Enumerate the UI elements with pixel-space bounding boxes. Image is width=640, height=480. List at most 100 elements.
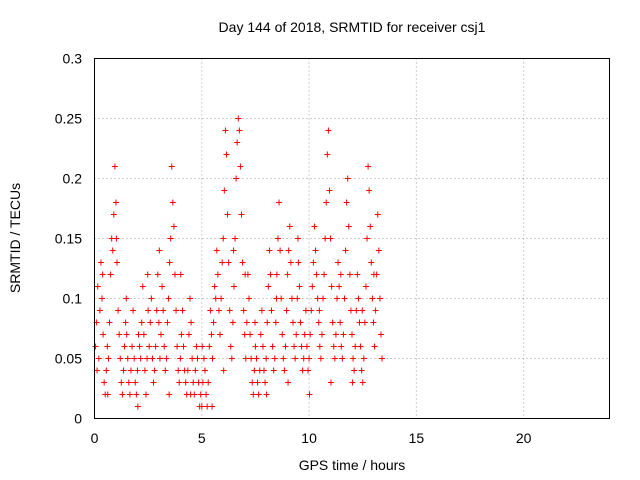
data-point [368, 259, 375, 266]
data-point [310, 259, 317, 266]
data-point [338, 343, 345, 350]
data-point [359, 307, 366, 314]
data-point [333, 295, 340, 302]
data-point [267, 271, 274, 278]
data-point [178, 331, 185, 338]
data-point [238, 211, 245, 218]
data-point [165, 295, 172, 302]
data-point [287, 259, 294, 266]
data-point [168, 163, 175, 170]
data-point [118, 379, 125, 386]
data-point [186, 295, 193, 302]
data-point [357, 343, 364, 350]
data-point [251, 367, 258, 374]
data-point [147, 319, 154, 326]
data-point [194, 355, 201, 362]
data-point [92, 343, 99, 350]
data-point [297, 319, 304, 326]
data-point [302, 307, 309, 314]
y-tick-label: 0.25 [55, 111, 82, 127]
data-point [246, 295, 252, 302]
data-point [359, 379, 366, 386]
data-point [285, 379, 292, 386]
data-point [372, 307, 379, 314]
data-point [352, 343, 359, 350]
data-point [185, 331, 192, 338]
data-point [345, 223, 352, 230]
data-point [308, 307, 315, 314]
data-point [104, 391, 111, 398]
data-point [335, 259, 342, 266]
data-point [367, 223, 374, 230]
data-point [337, 319, 344, 326]
data-point [270, 367, 277, 374]
data-point [362, 283, 369, 290]
data-point [105, 355, 112, 362]
data-point [376, 295, 383, 302]
data-point [284, 271, 291, 278]
data-point [144, 355, 151, 362]
data-point [213, 247, 220, 254]
data-point [349, 379, 356, 386]
data-point [166, 259, 173, 266]
data-point [375, 247, 382, 254]
data-point [169, 199, 176, 206]
data-point [211, 283, 218, 290]
data-point [156, 355, 163, 362]
data-point [134, 403, 141, 410]
data-point [174, 343, 181, 350]
data-point [365, 163, 372, 170]
y-axis-label: SRMTID / TECUs [7, 183, 23, 293]
data-point [272, 319, 279, 326]
data-point [379, 355, 386, 362]
x-tick-label: 10 [301, 430, 317, 446]
data-point [163, 355, 170, 362]
data-point [210, 319, 217, 326]
data-point [106, 319, 113, 326]
data-point [111, 163, 118, 170]
data-point [225, 259, 232, 266]
data-point [109, 247, 116, 254]
data-point [229, 319, 236, 326]
y-tick-label: 0.1 [63, 291, 83, 307]
data-point [94, 283, 101, 290]
data-point [141, 367, 148, 374]
data-point [329, 319, 336, 326]
data-point [184, 367, 191, 374]
data-point [192, 367, 199, 374]
data-point [120, 367, 127, 374]
data-point [114, 259, 121, 266]
data-point [130, 307, 137, 314]
data-point [96, 307, 103, 314]
data-point [148, 295, 155, 302]
data-point [294, 235, 301, 242]
data-point [227, 343, 234, 350]
data-point [179, 307, 186, 314]
data-point [346, 271, 353, 278]
data-point [313, 271, 320, 278]
data-point [307, 331, 314, 338]
data-point [343, 199, 350, 206]
data-point [146, 343, 153, 350]
data-point [121, 343, 128, 350]
data-point [300, 355, 307, 362]
data-point [164, 319, 171, 326]
data-point [292, 355, 299, 362]
chart-title: Day 144 of 2018, SRMTID for receiver csj… [219, 19, 486, 35]
data-point [320, 295, 327, 302]
data-point [311, 223, 318, 230]
data-point [303, 343, 310, 350]
y-tick-label: 0.05 [55, 351, 82, 367]
data-point [286, 223, 293, 230]
data-point [156, 247, 163, 254]
data-point [242, 271, 249, 278]
data-point [139, 283, 146, 290]
plot-frame [94, 58, 610, 419]
data-point [377, 331, 384, 338]
data-point [337, 271, 344, 278]
data-point [239, 259, 246, 266]
data-point [221, 187, 228, 194]
data-point [242, 355, 249, 362]
data-point [305, 367, 312, 374]
data-point [209, 403, 216, 410]
